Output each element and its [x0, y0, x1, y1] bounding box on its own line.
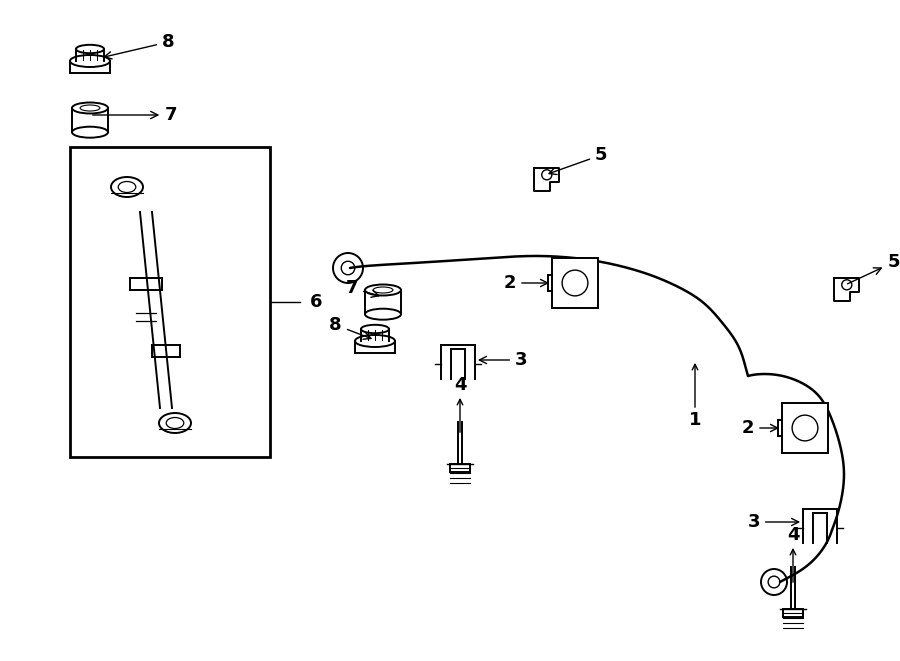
Ellipse shape [361, 325, 389, 333]
Text: 7: 7 [93, 106, 177, 124]
Bar [450, 464, 470, 472]
Text: 4: 4 [454, 376, 466, 394]
Text: 3: 3 [748, 513, 798, 531]
Text: 8: 8 [329, 316, 371, 339]
Text: 2: 2 [504, 274, 548, 292]
Bar [782, 403, 828, 453]
Text: 2: 2 [742, 419, 778, 437]
Text: 4: 4 [787, 526, 799, 544]
Text: 8: 8 [104, 33, 175, 59]
Ellipse shape [76, 45, 104, 53]
Text: 5: 5 [549, 146, 608, 175]
Bar [552, 258, 598, 308]
Bar [70, 147, 270, 457]
Text: 3: 3 [480, 351, 527, 369]
Text: 6: 6 [310, 293, 322, 311]
Bar [783, 609, 803, 617]
Text: 7: 7 [346, 279, 379, 297]
Text: 5: 5 [848, 253, 900, 284]
Text: 1: 1 [688, 411, 701, 429]
